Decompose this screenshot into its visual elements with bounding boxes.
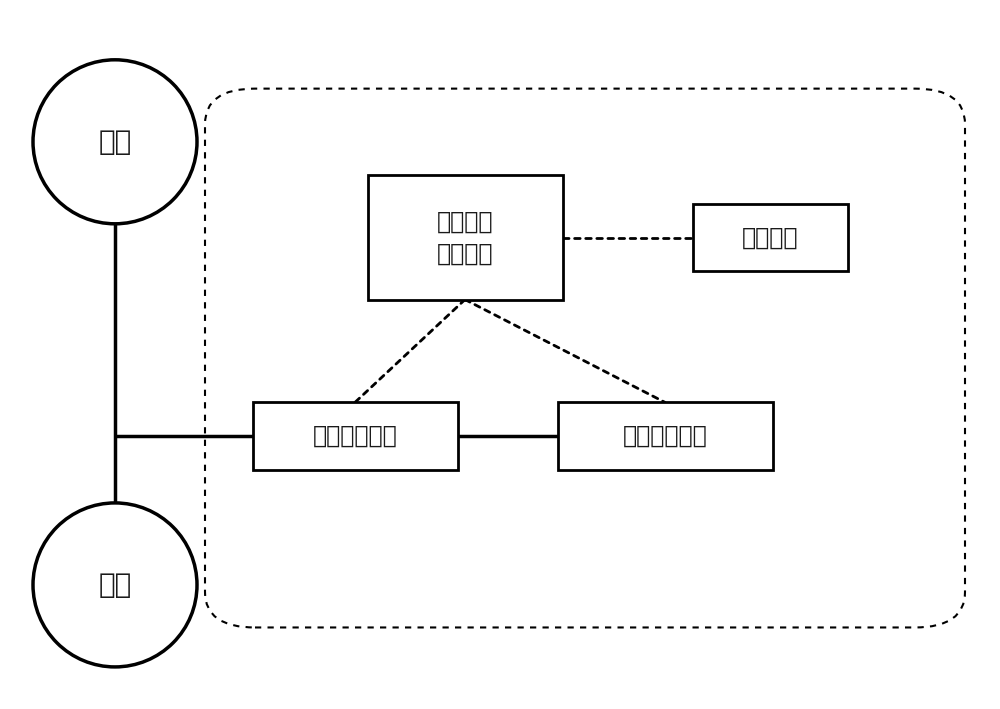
Text: 储能电池模块: 储能电池模块 bbox=[623, 424, 707, 448]
FancyBboxPatch shape bbox=[558, 403, 772, 469]
Text: 配网: 配网 bbox=[98, 571, 132, 599]
Text: 通讯模块: 通讯模块 bbox=[742, 225, 798, 250]
Ellipse shape bbox=[33, 60, 197, 224]
FancyBboxPatch shape bbox=[368, 176, 562, 299]
Text: 整流逆变模块: 整流逆变模块 bbox=[313, 424, 397, 448]
FancyBboxPatch shape bbox=[252, 403, 458, 469]
FancyBboxPatch shape bbox=[692, 204, 848, 271]
Text: 用户: 用户 bbox=[98, 128, 132, 156]
Text: 控制系统
专用模块: 控制系统 专用模块 bbox=[437, 210, 493, 265]
Ellipse shape bbox=[33, 503, 197, 667]
